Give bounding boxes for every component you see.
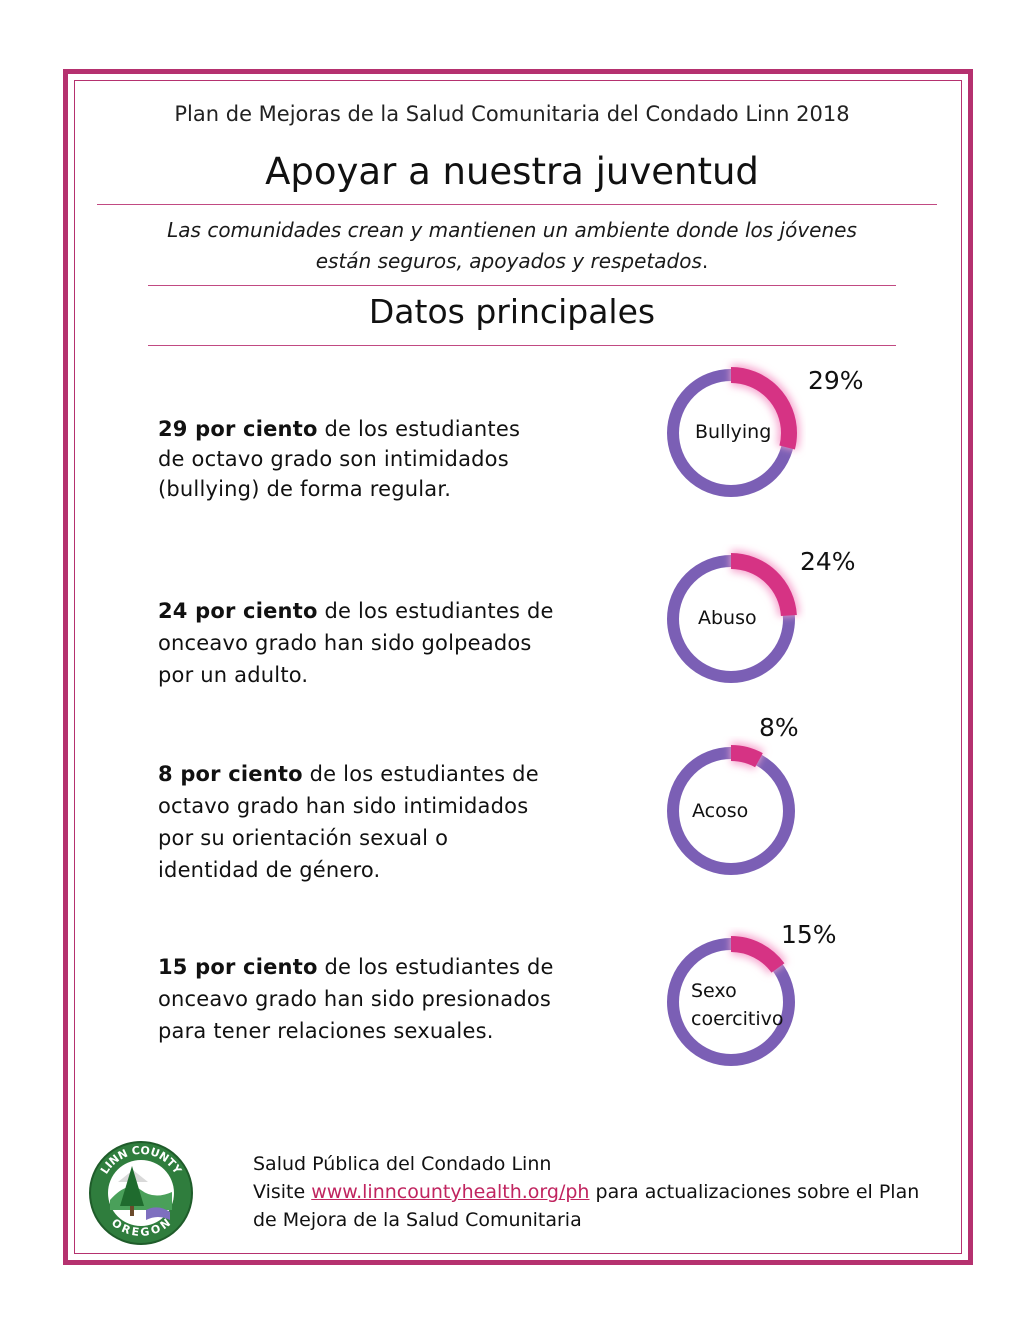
fact-line: de los estudiantes de <box>317 599 554 623</box>
percent-label-bullying: 29% <box>808 366 864 395</box>
donut-label-abuso: Abuso <box>698 607 757 629</box>
fact-line: por su orientación sexual o <box>158 826 449 850</box>
fact-text-3: 8 por ciento de los estudiantes de octav… <box>158 758 578 886</box>
linn-county-logo: LINN COUNTY OREGON <box>89 1141 193 1245</box>
tagline-line-2: están seguros, apoyados y respetados. <box>160 246 864 277</box>
fact-line: (bullying) de forma regular. <box>158 477 452 501</box>
percent-label-sexo-coercitivo: 15% <box>781 920 837 949</box>
fact-line: onceavo grado han sido presionados <box>158 987 552 1011</box>
section-divider <box>148 345 896 346</box>
donut-abuso <box>662 550 800 688</box>
tagline-divider <box>148 285 896 286</box>
fact-line: identidad de género. <box>158 858 381 882</box>
fact-line: de los estudiantes de <box>302 762 539 786</box>
fact-line: para tener relaciones sexuales. <box>158 1019 494 1043</box>
tagline-line-1: Las comunidades crean y mantienen un amb… <box>167 218 857 242</box>
footer-org-name: Salud Pública del Condado Linn <box>253 1153 552 1175</box>
plan-subtitle: Plan de Mejoras de la Salud Comunitaria … <box>174 102 850 126</box>
fact-bold-3: 8 por ciento <box>158 762 303 786</box>
donut-label-line: Sexo <box>691 980 737 1002</box>
footer-plan-line: de Mejora de la Salud Comunitaria <box>253 1209 582 1231</box>
percent-label-acoso: 8% <box>759 713 799 742</box>
donut-segment <box>665 745 797 877</box>
percent-label-abuso: 24% <box>800 547 856 576</box>
fact-line: de octavo grado son intimidados <box>158 447 509 471</box>
fact-line: onceavo grado han sido golpeados <box>158 631 532 655</box>
donut-label-acoso: Acoso <box>692 800 749 822</box>
fact-line: de los estudiantes <box>317 417 521 441</box>
fact-bold-2: 24 por ciento <box>158 599 318 623</box>
footer: Salud Pública del Condado Linn Visite ww… <box>253 1150 933 1234</box>
fact-text-1: 29 por ciento de los estudiantes de octa… <box>158 414 578 504</box>
donut-segment <box>665 367 797 499</box>
fact-bold-4: 15 por ciento <box>158 955 318 979</box>
donut-segment <box>665 553 797 685</box>
donut-label-line: coercitivo <box>691 1008 784 1030</box>
fact-bold-1: 29 por ciento <box>158 417 318 441</box>
donut-bullying <box>662 364 800 502</box>
fact-line: octavo grado han sido intimidados <box>158 794 529 818</box>
page-frame <box>63 69 973 1265</box>
fact-text-2: 24 por ciento de los estudiantes de once… <box>158 595 578 691</box>
tagline-line-2-text: están seguros, apoyados y respetados <box>315 249 702 273</box>
footer-website-link[interactable]: www.linncountyhealth.org/ph <box>311 1181 590 1203</box>
tagline: Las comunidades crean y mantienen un amb… <box>160 215 864 277</box>
donut-sexo-coercitivo <box>662 933 800 1071</box>
footer-visit-suffix: para actualizaciones sobre el Plan <box>589 1181 920 1203</box>
donut-label-sexo-coercitivo: Sexo coercitivo <box>691 977 783 1033</box>
donut-acoso <box>662 742 800 880</box>
donut-segment <box>665 936 797 1068</box>
fact-text-4: 15 por ciento de los estudiantes de once… <box>158 951 578 1047</box>
fact-line: por un adulto. <box>158 663 309 687</box>
title-divider <box>97 204 937 205</box>
page-frame-inner <box>74 80 962 1254</box>
fact-line: de los estudiantes de <box>317 955 554 979</box>
donut-label-bullying: Bullying <box>695 421 772 443</box>
footer-visit-line: Visite www.linncountyhealth.org/ph para … <box>253 1178 933 1206</box>
page-title: Apoyar a nuestra juventud <box>265 150 759 193</box>
footer-visit-prefix: Visite <box>253 1181 312 1203</box>
tagline-period: . <box>701 249 709 273</box>
section-title: Datos principales <box>368 292 656 331</box>
